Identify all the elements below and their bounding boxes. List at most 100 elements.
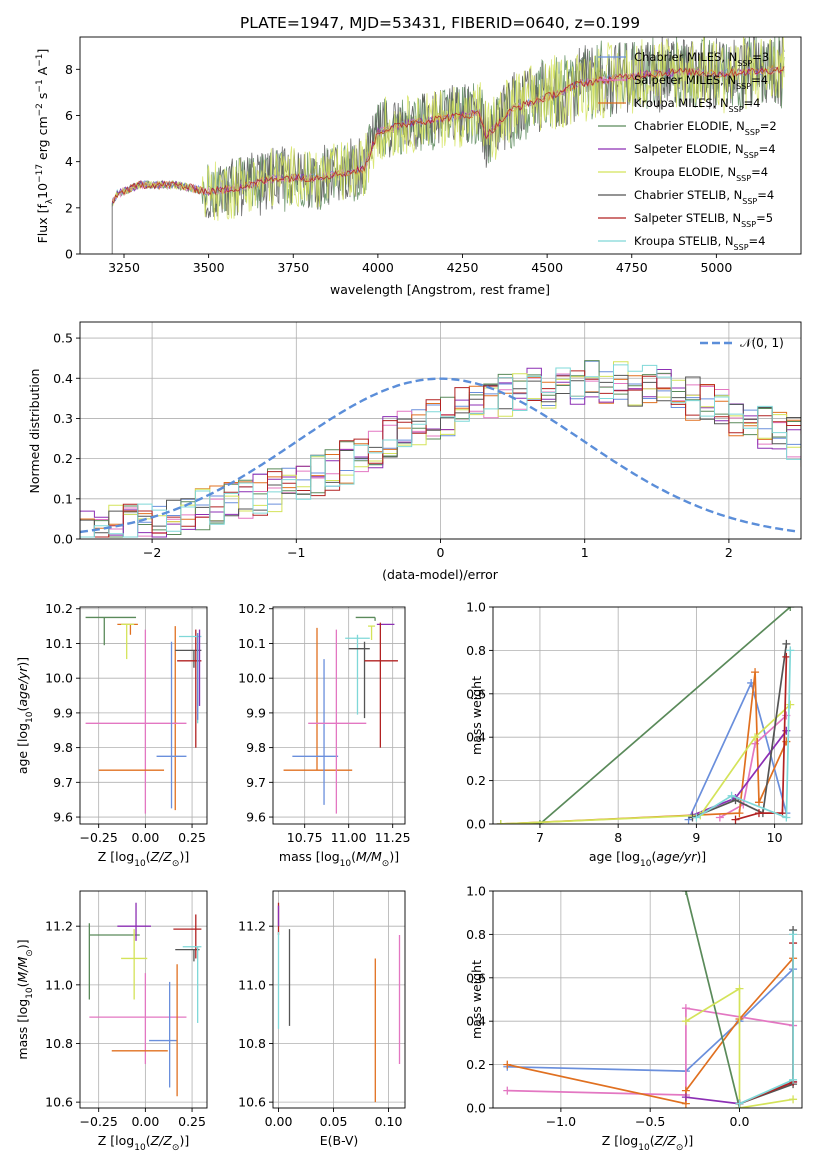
weight-line-kroupa-stelib	[739, 934, 794, 1105]
y-tick-label: 0.0	[53, 532, 73, 547]
mass-vs-ebv-panel: 0.00 0.05 0.10 10.6 10.8 11.0 11.2 E(B-V)	[238, 890, 406, 1148]
x-tick-label: 4000	[362, 260, 394, 275]
weight-marker	[754, 809, 763, 818]
x-tick-label: 9	[692, 830, 700, 845]
x-tick-label: 8	[614, 830, 622, 845]
x-axis-label: Z [log10(Z/Z⊙)]	[98, 849, 189, 869]
y-axis-label: age [log10(age/yr)]	[15, 657, 35, 774]
y-tick-label: 10.0	[45, 671, 73, 686]
y-tick-label: 9.7	[246, 775, 266, 790]
mass-weight-vs-z-panel: −1.0 −0.5 0.0 0.0 0.2 0.4 0.6 0.8 1.0 Z [log10(Z/…	[466, 884, 803, 1153]
weight-line-salpeter-miles	[719, 714, 787, 819]
y-tick-label: 10.6	[45, 1095, 73, 1110]
y-tick-label: 10.2	[238, 601, 266, 616]
ticks: −0.25 0.00 0.25 10.6 10.8 11.0 11.2	[45, 919, 206, 1129]
y-tick-label: 6	[65, 108, 73, 123]
x-tick-label: 5000	[700, 260, 732, 275]
x-tick-label: −0.25	[80, 830, 118, 845]
histogram-kroupa-stelib	[80, 364, 801, 539]
y-axis-label: mass [log10(M/M⊙)]	[15, 939, 35, 1059]
x-tick-label: 0.05	[320, 1114, 348, 1129]
y-tick-label: 11.2	[238, 919, 266, 934]
weight-marker	[727, 791, 736, 800]
legend-entry: Kroupa STELIB, NSSP=4	[634, 234, 765, 252]
ticks: 0.00 0.05 0.10 10.6 10.8 11.0 11.2	[238, 919, 402, 1129]
grid	[493, 606, 802, 825]
x-tick-label: −0.25	[80, 1114, 118, 1129]
y-tick-label: 10.0	[238, 671, 266, 686]
y-tick-label: 0.5	[53, 331, 73, 346]
x-tick-label: 0.00	[131, 1114, 159, 1129]
x-tick-label: 2	[725, 545, 733, 560]
axes-frame	[272, 606, 406, 825]
plot-area	[277, 902, 401, 1103]
y-tick-label: 0.0	[466, 817, 486, 832]
y-tick-label: 0.6	[466, 686, 486, 701]
ticks: 3250 3500 3750 4000 4250 4500 4750 5000 0 2 4 6 8	[65, 62, 732, 275]
y-tick-label: 9.6	[53, 810, 73, 825]
y-tick-label: 0.1	[53, 491, 73, 506]
x-axis-label: Z [log10(Z/Z⊙)]	[602, 1133, 693, 1153]
y-tick-label: 10.6	[238, 1095, 266, 1110]
x-tick-label: 4250	[447, 260, 479, 275]
ticks: 7 8 9 10 0.0 0.2 0.4 0.6 0.8 1.0	[466, 600, 783, 846]
ticks: 10.75 11.00 11.25 9.6 9.7 9.8 9.9 10.0 10.1 10.2	[238, 601, 410, 845]
x-tick-label: 4750	[616, 260, 648, 275]
legend-entry: Chabrier MILES, NSSP=3	[634, 50, 769, 68]
y-axis-label: Normed distribution	[27, 369, 42, 494]
axes-frame	[79, 36, 802, 255]
weight-line-chabrier-stelib	[692, 643, 788, 819]
y-tick-label: 8	[65, 62, 73, 77]
weight-marker	[681, 1093, 690, 1102]
grid	[80, 891, 207, 1108]
y-tick-label: 10.8	[238, 1036, 266, 1051]
x-axis-label: Z [log10(Z/Z⊙)]	[98, 1133, 189, 1153]
y-axis-label: Flux [fλ10−17 erg cm−2 s−1 A−1]	[35, 49, 55, 244]
weight-line-kroupa-elodie	[685, 987, 794, 1108]
weight-line-chabrier-elodie	[500, 607, 791, 824]
y-tick-label: 0.2	[53, 451, 73, 466]
y-tick-label: 9.9	[246, 705, 266, 720]
y-tick-label: 0.4	[53, 371, 73, 386]
y-tick-label: 0.3	[53, 411, 73, 426]
legend-entry: Chabrier ELODIE, NSSP=2	[634, 119, 777, 137]
plot-area	[496, 607, 795, 824]
y-tick-label: 0.8	[466, 643, 486, 658]
x-tick-label: 10.75	[287, 830, 323, 845]
weight-marker	[786, 607, 795, 611]
grid	[80, 607, 207, 824]
x-tick-label: 3250	[108, 260, 140, 275]
weight-marker	[735, 984, 744, 993]
legend-entry: Kroupa ELODIE, NSSP=4	[634, 165, 768, 183]
x-axis-label: age [log10(age/yr)]	[589, 849, 706, 869]
weight-marker	[735, 1099, 744, 1108]
histogram-chabrier-elodie	[80, 360, 801, 539]
age-vs-z-panel: −0.25 0.00 0.25 9.6 9.7 9.8 9.9 10.0 10.1 10.2 Z […	[15, 601, 208, 869]
ticks: −0.25 0.00 0.25 9.6 9.7 9.8 9.9 10.0 10.1 10.2	[45, 601, 206, 845]
legend-entry: Salpeter MILES, NSSP=4	[634, 73, 768, 91]
y-tick-label: 9.6	[246, 810, 266, 825]
weight-line-chabrier-stelib	[739, 930, 794, 1105]
y-tick-label: 0.0	[466, 1101, 486, 1116]
y-tick-label: 4	[65, 154, 73, 169]
weight-line-chabrier-miles	[507, 968, 794, 1072]
weight-marker	[786, 700, 795, 709]
weight-line-chabrier-elodie	[685, 891, 741, 1108]
mass-weight-vs-age-panel: 7 8 9 10 0.0 0.2 0.4 0.6 0.8 1.0 age [log10(age/yr…	[466, 600, 803, 869]
y-tick-label: 10.1	[238, 636, 266, 651]
y-tick-label: 2	[65, 200, 73, 215]
x-tick-label: 1	[581, 545, 589, 560]
y-tick-label: 0.4	[466, 730, 486, 745]
histogram-salpeter-elodie	[80, 367, 801, 539]
y-tick-label: 11.0	[238, 977, 266, 992]
y-tick-label: 1.0	[466, 884, 486, 899]
weight-marker	[789, 1095, 798, 1104]
x-tick-label: −1.0	[546, 1114, 576, 1129]
axes-frame	[79, 606, 208, 825]
y-tick-label: 0.4	[466, 1014, 486, 1029]
weight-marker	[789, 930, 798, 939]
plot-area	[85, 616, 202, 814]
spectrum-line-salpeter-elodie	[112, 66, 785, 204]
y-tick-label: 11.0	[45, 977, 73, 992]
